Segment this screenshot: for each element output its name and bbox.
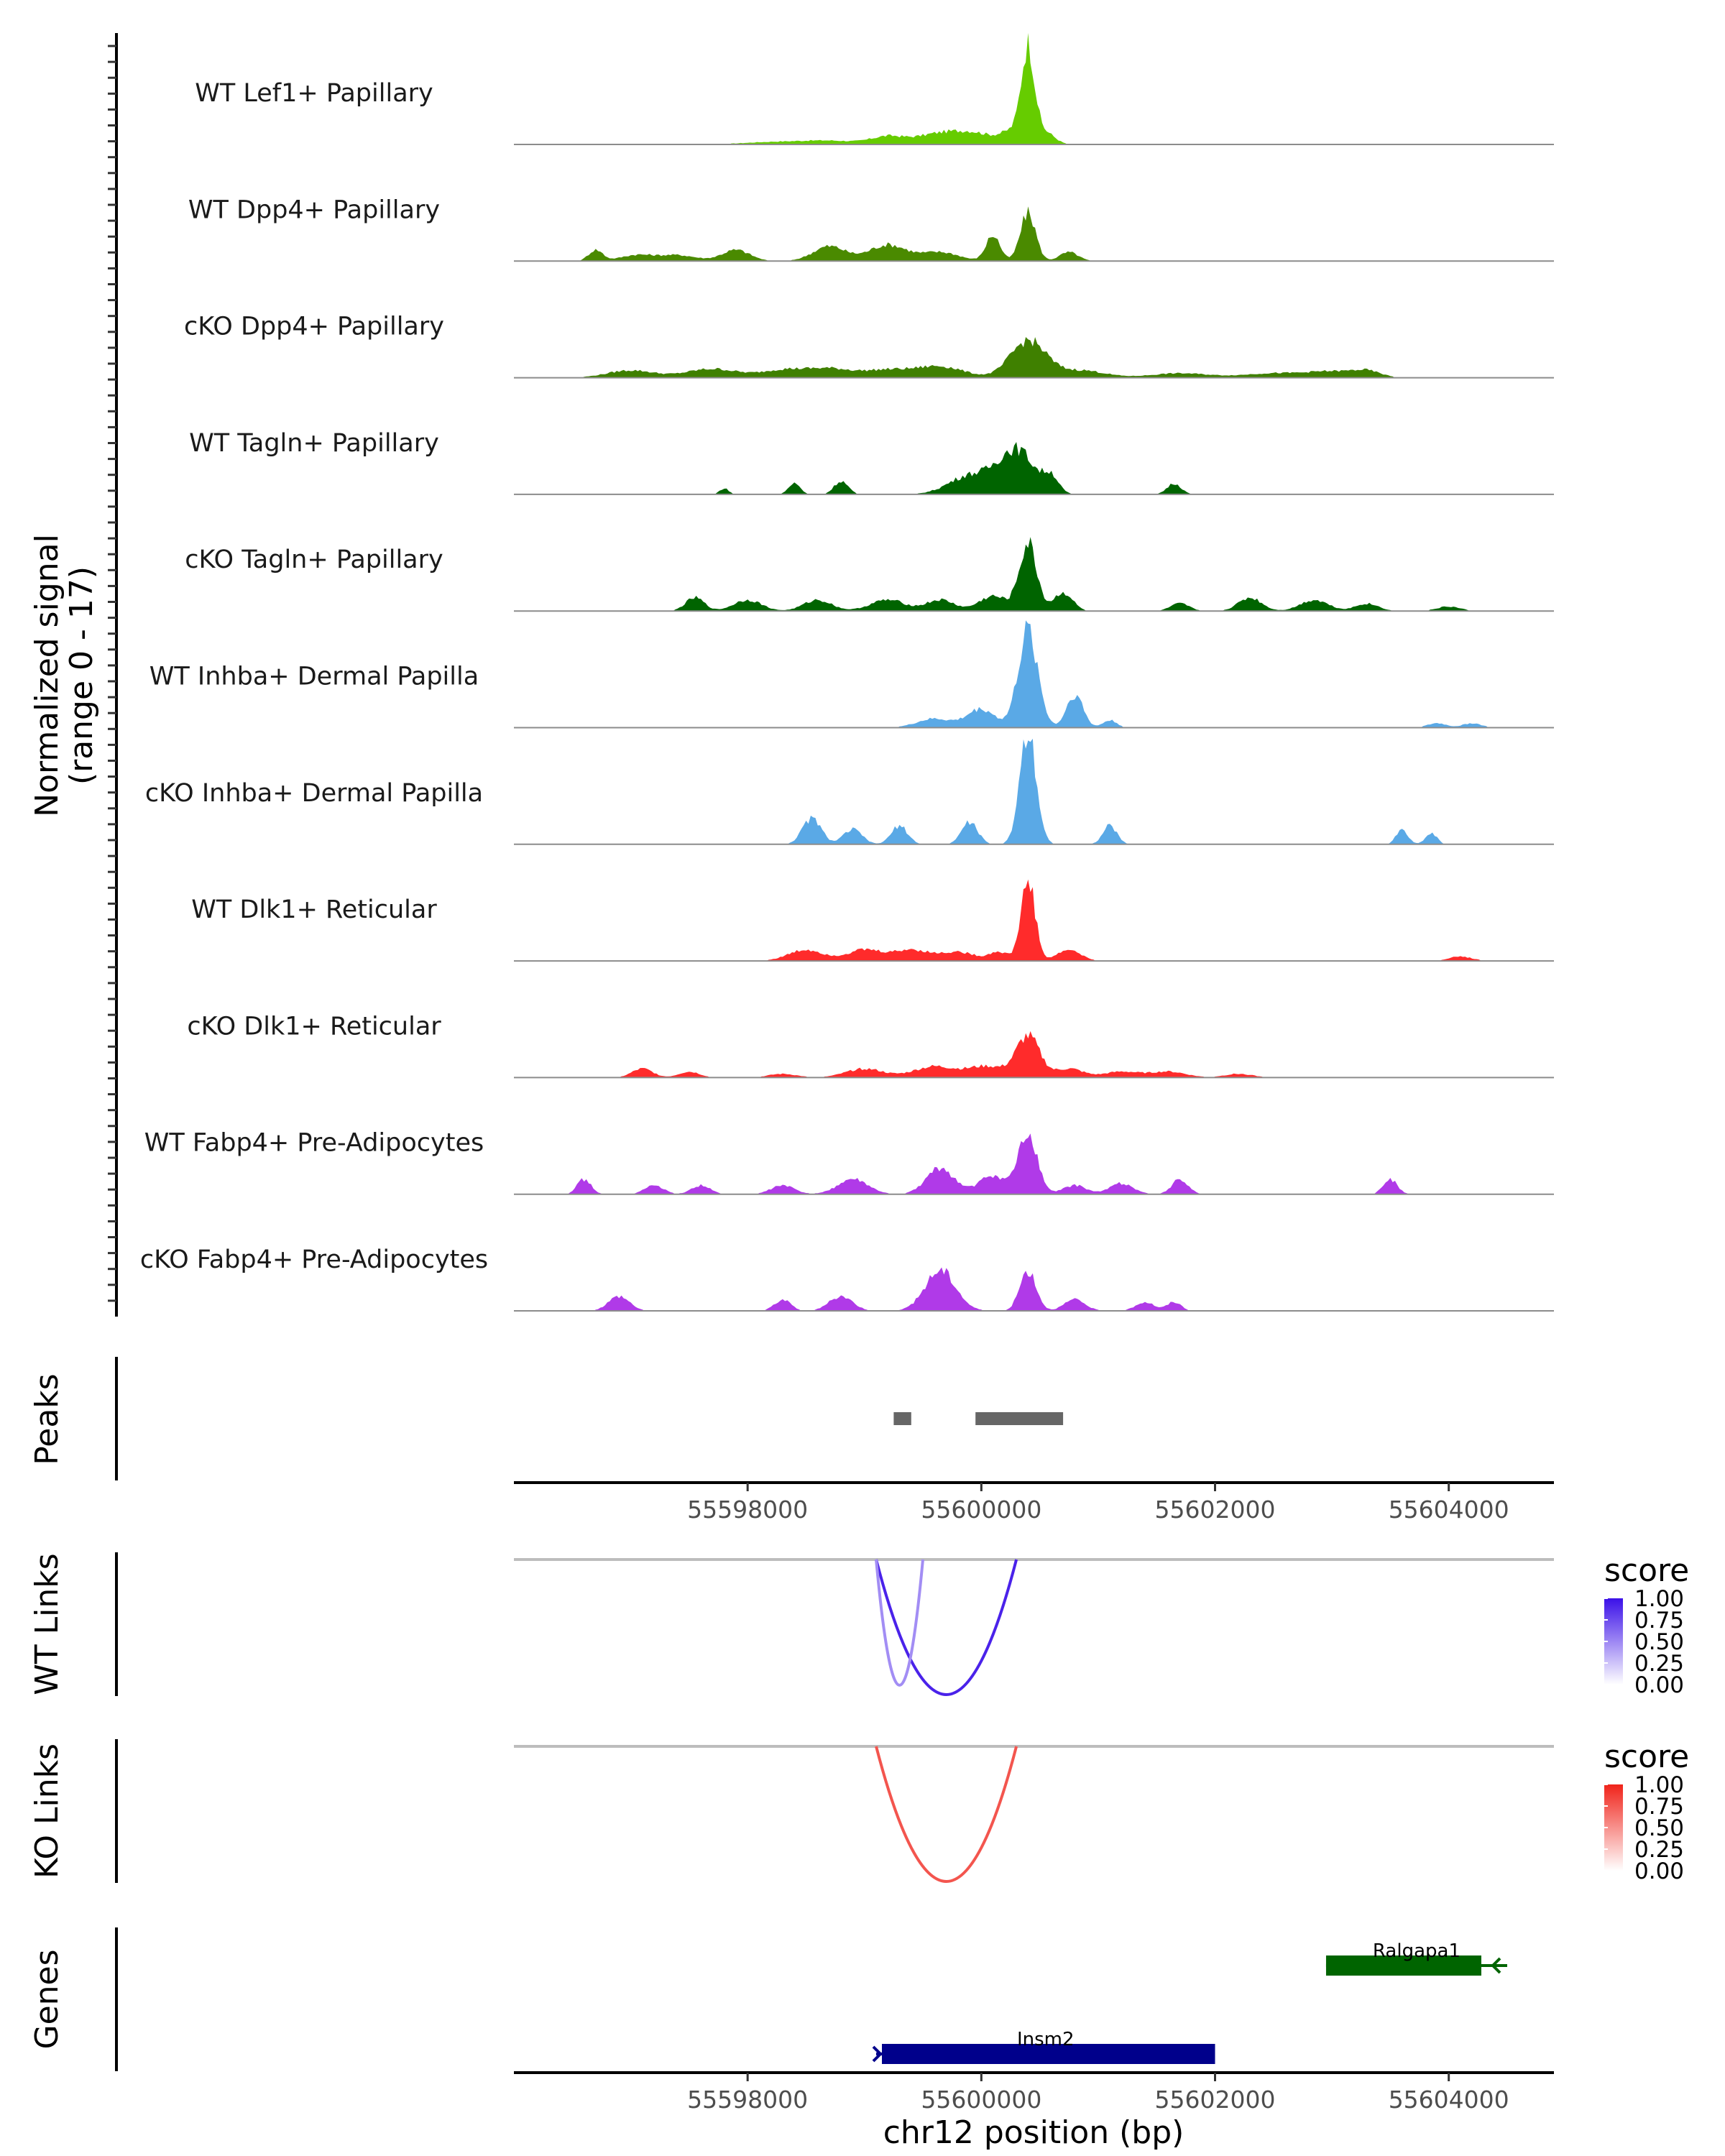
genes-track-label: Genes (29, 1949, 65, 2049)
gene-strand-arrow-0 (1491, 1957, 1501, 1974)
links-legend-label-0-4: 0.00 (1634, 1672, 1684, 1698)
gene-exon-1 (882, 2044, 1215, 2064)
coverage-area-9 (514, 1133, 1554, 1194)
coverage-y-ticks (108, 45, 116, 1302)
gene-label-1: Insm2 (1017, 2029, 1075, 2050)
links-legend-label-1-4: 0.00 (1634, 1858, 1684, 1884)
links-legend-label-1-2: 0.50 (1634, 1815, 1684, 1841)
peak-regions (893, 1412, 1064, 1425)
peaks-x-ticks: 55598000 55600000 55602000 55604000 (687, 1483, 1509, 1524)
link-arc-1-0 (875, 1746, 1018, 1883)
coverage-baselines (514, 144, 1554, 1312)
coverage-area-5 (514, 620, 1554, 728)
peaks-track-label: Peaks (29, 1373, 65, 1465)
genes-x-tick-label-1: 55600000 (921, 2086, 1041, 2114)
peaks-x-tick-label-0: 55598000 (687, 1496, 808, 1524)
peaks-x-tick-label-1: 55600000 (921, 1496, 1041, 1524)
coverage-track-label-1: WT Dpp4+ Papillary (188, 195, 440, 224)
coverage-track-label-10: cKO Fabp4+ Pre-Adipocytes (140, 1245, 488, 1274)
coverage-track-label-3: WT Tagln+ Papillary (189, 429, 439, 458)
coverage-area-0 (514, 32, 1554, 145)
link-arc-0-0 (875, 1559, 1018, 1696)
genes-x-ticks: 55598000 55600000 55602000 55604000 (687, 2073, 1509, 2114)
peaks-x-tick-label-2: 55602000 (1155, 1496, 1276, 1524)
coverage-tracks: WT Lef1+ Papillary WT Dpp4+ Papillary cKO … (29, 32, 1554, 1317)
coverage-track-label-5: WT Inhba+ Dermal Papilla (150, 663, 479, 691)
link-arc-0-1 (875, 1559, 924, 1687)
gene-label-0: Ralgapa1 (1373, 1940, 1460, 1962)
coverage-track-label-6: cKO Inhba+ Dermal Papilla (145, 779, 483, 808)
coverage-y-title-line1: Normalized signal (29, 534, 65, 817)
gene-glyphs: Ralgapa1 Insm2 (872, 1940, 1507, 2064)
coverage-area-10 (514, 1267, 1554, 1311)
coverage-areas (514, 32, 1554, 1311)
coverage-track-label-2: cKO Dpp4+ Papillary (184, 313, 444, 341)
gene-1: Insm2 (872, 2029, 1215, 2064)
peak-region-1 (975, 1412, 1064, 1425)
coverage-track-label-4: cKO Tagln+ Papillary (185, 545, 443, 574)
links-track-label-1: KO Links (29, 1743, 65, 1879)
coverage-area-7 (514, 879, 1554, 962)
peaks-x-tick-label-3: 55604000 (1389, 1496, 1509, 1524)
coverage-track-label-0: WT Lef1+ Papillary (195, 79, 433, 108)
coverage-labels: WT Lef1+ Papillary WT Dpp4+ Papillary cKO … (140, 79, 488, 1274)
genes-x-tick-label-0: 55598000 (687, 2086, 808, 2114)
links-legend-label-0-1: 0.75 (1634, 1608, 1684, 1634)
links-legend-label-0-2: 0.50 (1634, 1629, 1684, 1655)
coverage-track-label-7: WT Dlk1+ Reticular (191, 895, 437, 924)
links-legend-label-0-3: 0.25 (1634, 1651, 1684, 1677)
genes-track: Genes Ralgapa1 Insm2 55598000 55600000 5560… (29, 1927, 1554, 2151)
links-legend-label-0-0: 1.00 (1634, 1586, 1684, 1612)
links-track-label-0: WT Links (29, 1553, 65, 1695)
links-legend-title-0: score (1604, 1552, 1689, 1589)
gene-strand-arrow-1 (872, 2045, 883, 2063)
gene-0: Ralgapa1 (1325, 1940, 1507, 1976)
coverage-area-2 (514, 337, 1554, 378)
genes-x-tick-label-2: 55602000 (1155, 2086, 1276, 2114)
coverage-area-3 (514, 442, 1554, 494)
coverage-area-1 (514, 206, 1554, 262)
links-legend-label-1-1: 0.75 (1634, 1794, 1684, 1820)
coverage-track-label-9: WT Fabp4+ Pre-Adipocytes (144, 1129, 484, 1158)
coverage-area-8 (514, 1031, 1554, 1078)
coverage-track-label-8: cKO Dlk1+ Reticular (187, 1012, 441, 1041)
links-legend-title-1: score (1604, 1738, 1689, 1775)
coverage-area-6 (514, 738, 1554, 844)
gene-exon-0 (1325, 1955, 1481, 1976)
links-legend-label-1-0: 1.00 (1634, 1772, 1684, 1798)
peak-region-0 (893, 1412, 911, 1425)
genes-x-tick-label-3: 55604000 (1389, 2086, 1509, 2114)
x-axis-title: chr12 position (bp) (883, 2114, 1184, 2151)
links-legend-label-1-3: 0.25 (1634, 1837, 1684, 1863)
coverage-y-title-line2: (range 0 - 17) (63, 566, 100, 785)
coverage-area-4 (514, 537, 1554, 612)
peaks-track: Peaks 55598000 55600000 55602000 55604000 (29, 1357, 1554, 1524)
